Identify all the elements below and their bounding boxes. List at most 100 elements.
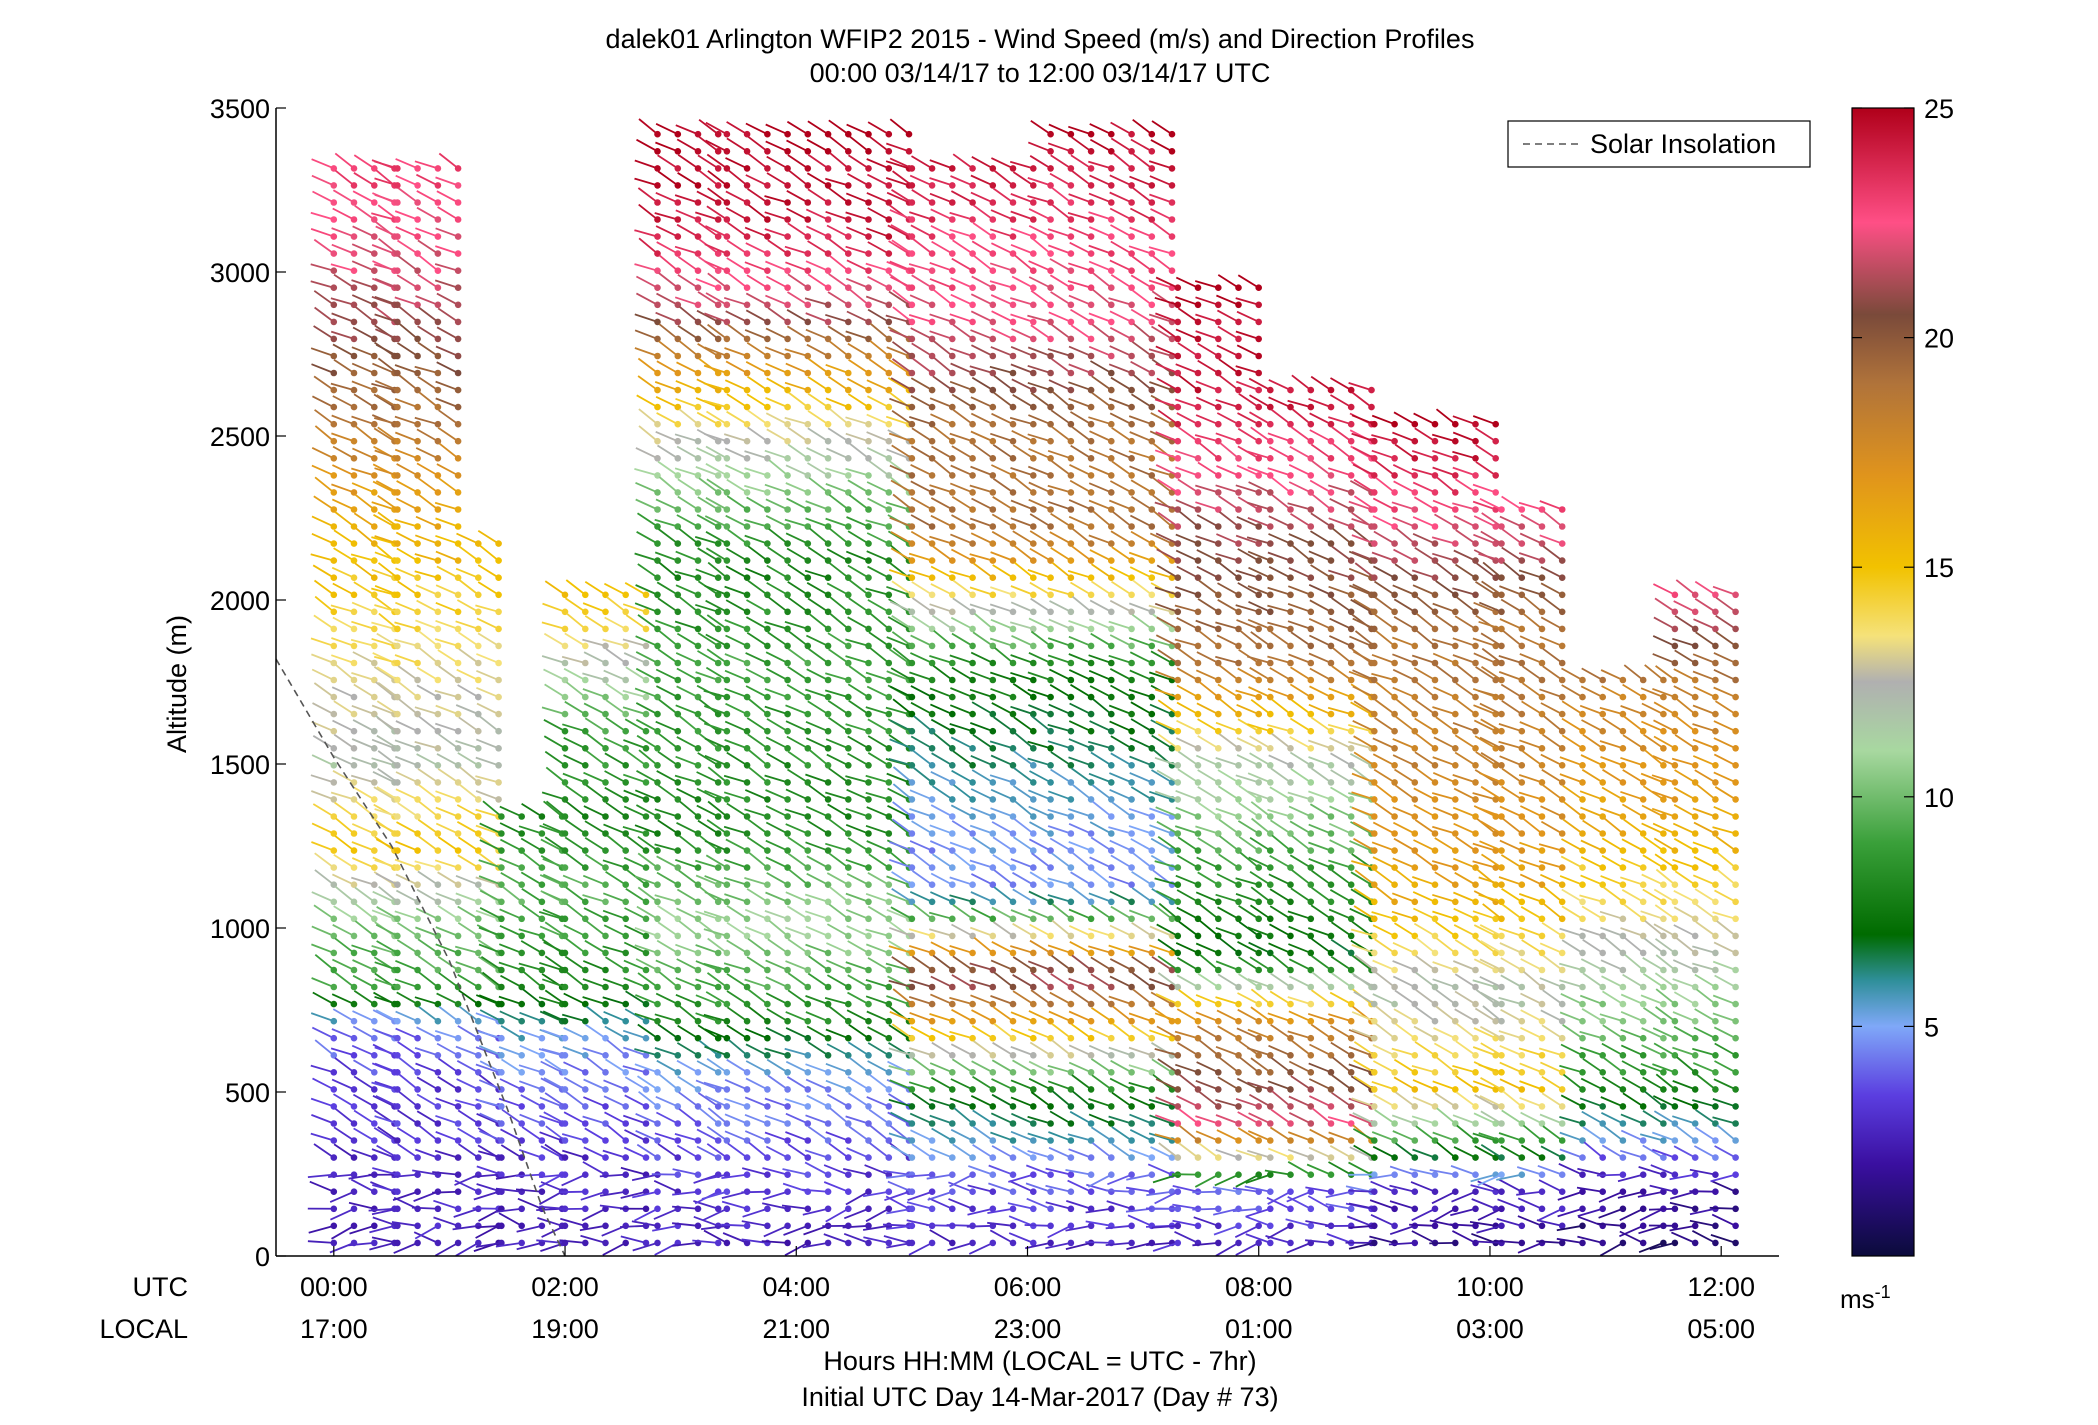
wind-barb-point <box>885 1086 893 1093</box>
wind-barb-point <box>414 420 421 428</box>
wind-barb <box>437 768 459 784</box>
wind-barb-point <box>1108 932 1115 940</box>
wind-barb-point <box>969 659 976 667</box>
wind-barb-point <box>824 420 832 428</box>
wind-barb-point <box>1067 642 1075 650</box>
wind-barb-point <box>538 1017 546 1025</box>
wind-barb <box>678 527 699 545</box>
wind-barb-point <box>723 540 731 547</box>
wind-barb-point <box>928 1154 936 1161</box>
wind-barb-point <box>1087 455 1095 462</box>
wind-barb <box>705 854 728 869</box>
wind-barb-point <box>845 523 852 530</box>
wind-barb-point <box>414 403 421 411</box>
wind-barb-point <box>1030 1052 1037 1059</box>
wind-barb-point <box>654 1188 661 1195</box>
wind-barb <box>707 187 728 204</box>
wind-barb-point <box>350 1017 358 1025</box>
wind-barb-point <box>743 796 751 803</box>
wind-barb-point <box>1108 1086 1115 1093</box>
wind-barb <box>334 971 355 988</box>
wind-barb <box>725 464 748 477</box>
wind-barb-point <box>1108 796 1115 803</box>
wind-barb-point <box>804 898 812 906</box>
wind-barb <box>438 152 459 170</box>
wind-barb-point <box>1030 1017 1037 1025</box>
wind-barb <box>674 570 699 579</box>
wind-barb-point <box>908 813 916 820</box>
wind-barb-point <box>475 1137 482 1144</box>
wind-barb <box>696 514 719 528</box>
wind-barb <box>457 1109 479 1125</box>
wind-barb <box>414 570 439 579</box>
wind-barb <box>374 1115 398 1125</box>
wind-barb-point <box>969 420 976 428</box>
wind-barb-point <box>784 813 791 820</box>
wind-barb-point <box>723 847 731 854</box>
wind-barb-point <box>743 301 751 309</box>
wind-barb <box>394 296 418 306</box>
wind-barb <box>723 876 748 886</box>
wind-barb-point <box>371 1154 378 1161</box>
wind-barb <box>623 739 647 750</box>
wind-barb-point <box>561 1137 569 1144</box>
wind-barb-point <box>969 625 976 633</box>
wind-barb <box>500 974 523 988</box>
wind-barb-point <box>804 455 812 462</box>
wind-barb-point <box>784 949 791 957</box>
wind-barb-point <box>885 386 893 394</box>
wind-barb <box>625 990 647 1005</box>
wind-barb-point <box>1009 267 1017 275</box>
wind-barb-point <box>949 301 956 309</box>
wind-barb-point <box>694 779 702 786</box>
wind-barb <box>676 1042 699 1057</box>
wind-barb-point <box>1030 267 1037 275</box>
wind-barb <box>330 297 355 306</box>
wind-barb <box>726 904 748 920</box>
wind-barb-point <box>928 386 936 394</box>
wind-barb-point <box>949 420 956 428</box>
wind-barb-point <box>674 1171 682 1178</box>
wind-barb-point <box>1030 386 1037 394</box>
wind-barb-point <box>1087 557 1095 564</box>
wind-barb-point <box>561 813 569 820</box>
wind-barb-point <box>674 1154 682 1161</box>
wind-barb-point <box>824 1120 832 1127</box>
wind-barb-point <box>582 1188 589 1195</box>
wind-barb-point <box>824 165 832 172</box>
wind-barb-point <box>865 284 872 292</box>
wind-barb-point <box>454 1205 462 1213</box>
wind-barb <box>478 1099 502 1108</box>
wind-barb <box>455 874 479 886</box>
wind-barb-point <box>694 1069 702 1076</box>
wind-barb-point <box>371 250 378 257</box>
wind-barb-point <box>674 591 682 599</box>
wind-barb <box>652 1224 678 1232</box>
wind-barb-point <box>845 148 852 155</box>
wind-barb-point <box>764 420 771 428</box>
wind-barb-point <box>804 506 812 513</box>
wind-barb <box>1024 1224 1051 1227</box>
wind-barb-point <box>804 813 812 820</box>
wind-barb-point <box>865 847 872 854</box>
wind-barb <box>565 579 586 596</box>
wind-barb-point <box>654 1052 661 1059</box>
wind-barb <box>517 1197 543 1210</box>
wind-barb-point <box>582 710 589 718</box>
wind-barb <box>706 478 728 494</box>
wind-barb-point <box>949 881 956 888</box>
wind-barb <box>605 699 627 715</box>
wind-barb-point <box>538 1052 546 1059</box>
wind-barb <box>396 480 419 494</box>
wind-barb-point <box>1087 625 1095 633</box>
wind-barb-point <box>394 1239 401 1247</box>
wind-barb-point <box>350 233 358 240</box>
wind-barb <box>417 768 439 784</box>
wind-barb-point <box>784 983 791 991</box>
wind-barb <box>703 928 728 937</box>
wind-barb-point <box>885 455 893 462</box>
wind-barb-point <box>1108 881 1115 888</box>
wind-barb-point <box>498 813 505 820</box>
wind-barb-point <box>1009 420 1017 428</box>
wind-barb-point <box>694 148 702 155</box>
